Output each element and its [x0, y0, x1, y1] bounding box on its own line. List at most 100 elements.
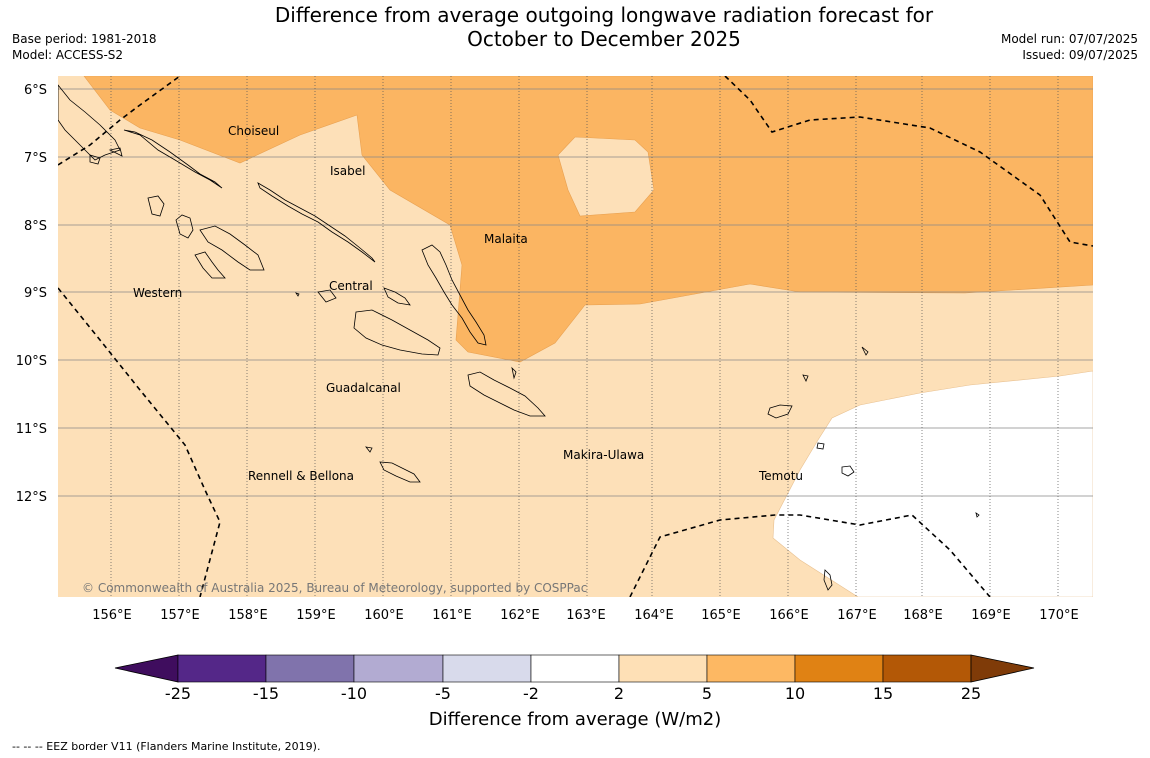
lat-label-11: 11°S	[16, 422, 47, 437]
lon-label-165: 165°E	[701, 608, 741, 623]
island-reef	[802, 374, 809, 382]
lon-label-162: 162°E	[500, 608, 540, 623]
island-makira	[467, 371, 546, 417]
label-temotu: Temotu	[758, 469, 803, 483]
island-treasury	[89, 154, 101, 165]
label-guadalcanal: Guadalcanal	[326, 381, 401, 395]
eez-border-s	[629, 514, 991, 597]
label-malaita: Malaita	[484, 232, 528, 246]
island-florida	[317, 289, 337, 303]
island-outlines	[58, 84, 980, 591]
lon-label-157: 157°E	[160, 608, 200, 623]
colorbar-tick-label: 5	[701, 684, 713, 703]
base-period: Base period: 1981-2018	[12, 32, 157, 46]
title-line-1: Difference from average outgoing longwav…	[274, 3, 934, 27]
meta-right: Model run: 07/07/2025 Issued: 09/07/2025	[1001, 31, 1138, 63]
colorbar-tick-label: -10	[340, 684, 368, 703]
eez-border-ne	[724, 76, 1093, 247]
island-vangunu	[194, 251, 226, 279]
model-name: Model: ACCESS-S2	[12, 48, 124, 62]
place-labels: Choiseul Isabel Malaita Western Central …	[133, 124, 803, 483]
island-shortland	[108, 147, 123, 157]
island-kolombangara	[147, 195, 165, 217]
island-malaita	[421, 244, 487, 346]
colorbar-tick-label: -15	[252, 684, 280, 703]
lon-label-166: 166°E	[769, 608, 809, 623]
island-new-georgia	[175, 214, 194, 239]
lat-label-10: 10°S	[16, 354, 47, 369]
lat-label-7: 7°S	[24, 151, 47, 166]
lon-label-167: 167°E	[837, 608, 877, 623]
label-isabel: Isabel	[330, 164, 365, 178]
copyright: © Commonwealth of Australia 2025, Bureau…	[82, 581, 587, 595]
lon-label-158: 158°E	[228, 608, 268, 623]
colorbar-segment	[442, 654, 532, 683]
label-choiseul: Choiseul	[228, 124, 279, 138]
island-new-georgia-2	[199, 225, 265, 271]
colorbar-segment	[618, 654, 708, 683]
island-utupua	[816, 442, 825, 450]
island-tikopia	[823, 569, 833, 591]
lon-label-159: 159°E	[296, 608, 336, 623]
label-rennell: Rennell & Bellona	[248, 469, 354, 483]
colorbar-tick-label: 2	[613, 684, 625, 703]
eez-border-nw	[58, 76, 181, 166]
colorbar-segment	[706, 654, 796, 683]
colorbar-title: Difference from average (W/m2)	[428, 709, 722, 730]
label-western: Western	[133, 286, 182, 300]
island-guadalcanal	[353, 309, 441, 356]
lon-labels: 156°E 157°E 158°E 159°E 160°E 161°E 162°…	[92, 608, 1079, 623]
island-bougainville	[58, 84, 121, 161]
island-rennell	[379, 461, 421, 483]
lon-label-160: 160°E	[364, 608, 404, 623]
field-white	[772, 370, 1093, 597]
lat-label-6: 6°S	[24, 83, 47, 98]
lon-label-170: 170°E	[1039, 608, 1079, 623]
lon-label-164: 164°E	[634, 608, 674, 623]
island-duff	[861, 346, 869, 356]
lat-gridlines	[58, 88, 1093, 497]
island-anuta	[975, 512, 980, 518]
model-run: Model run: 07/07/2025	[1000, 32, 1138, 46]
island-choiseul	[123, 129, 223, 189]
lat-label-8: 8°S	[24, 219, 47, 234]
label-central: Central	[329, 279, 373, 293]
island-uki	[511, 366, 517, 380]
colorbar-tick-label: 15	[872, 684, 894, 703]
colorbar-extend-low	[114, 654, 179, 683]
eez-borders	[58, 76, 1093, 597]
label-makira: Makira-Ulawa	[563, 448, 644, 462]
colorbar-tick-label: -25	[164, 684, 192, 703]
colorbar-extend-high	[970, 654, 1035, 683]
issued-date: Issued: 09/07/2025	[1022, 48, 1138, 62]
eez-border-w	[58, 287, 221, 597]
lon-label-161: 161°E	[432, 608, 472, 623]
island-bellona	[365, 446, 373, 453]
island-ndeni	[767, 404, 793, 419]
lon-label-163: 163°E	[566, 608, 606, 623]
colorbar-segment	[177, 654, 267, 683]
colorbar	[114, 654, 1035, 683]
eez-footnote: -- -- -- EEZ border V11 (Flanders Marine…	[12, 740, 321, 753]
meta-left: Base period: 1981-2018 Model: ACCESS-S2	[12, 31, 157, 63]
colorbar-segment	[882, 654, 972, 683]
map-title: Difference from average outgoing longwav…	[0, 3, 1150, 51]
colorbar-segment	[530, 654, 620, 683]
lon-label-156: 156°E	[92, 608, 132, 623]
lat-labels: 6°S 7°S 8°S 9°S 10°S 11°S 12°S	[16, 83, 47, 505]
colorbar-tick-label: 10	[784, 684, 806, 703]
colorbar-tick-label: -5	[435, 684, 451, 703]
lat-label-12: 12°S	[16, 490, 47, 505]
title-line-2: October to December 2025	[467, 27, 741, 51]
colorbar-tick-label: -2	[523, 684, 539, 703]
island-vanikoro	[841, 465, 855, 477]
map-plot-area: Choiseul Isabel Malaita Western Central …	[58, 76, 1093, 597]
lon-label-168: 168°E	[903, 608, 943, 623]
colorbar-segment	[265, 654, 355, 683]
colorbar-segment	[353, 654, 444, 683]
colorbar-segment	[794, 654, 884, 683]
lat-label-9: 9°S	[24, 286, 47, 301]
island-russell	[383, 287, 411, 306]
colorbar-tick-label: 25	[960, 684, 982, 703]
